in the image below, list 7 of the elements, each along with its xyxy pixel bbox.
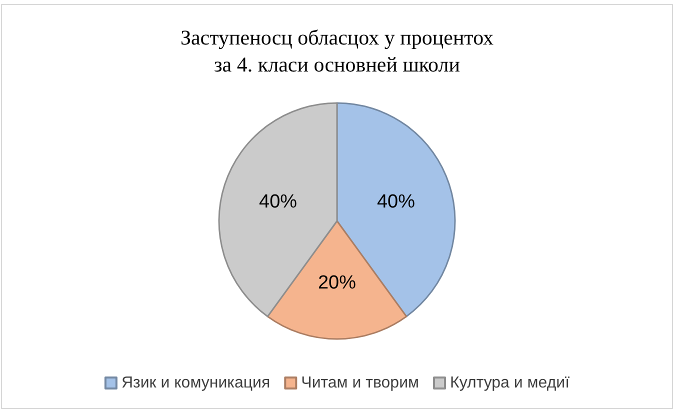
data-label: 40% (376, 191, 416, 212)
legend-label: Читам и творим (301, 374, 420, 392)
legend-label: Язик и комуникация (121, 374, 270, 392)
legend-label: Култура и медиї (450, 374, 570, 392)
chart-title: Заступеносц обласцох у процентох за 4. класи основней школи (180, 26, 494, 76)
data-label: 20% (318, 272, 356, 294)
data-label: 40% (259, 191, 298, 212)
